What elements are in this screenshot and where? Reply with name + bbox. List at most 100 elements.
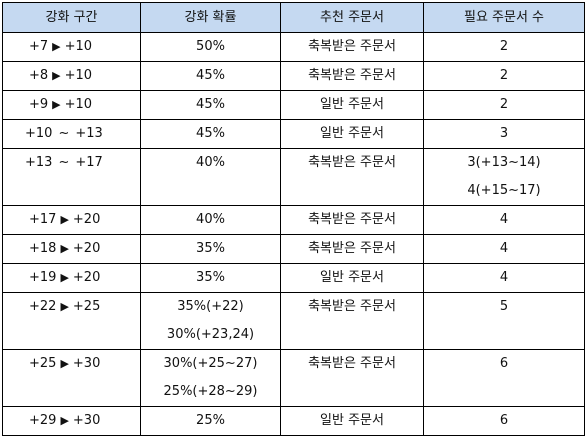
range-to: +17 xyxy=(75,155,103,170)
range-to: +20 xyxy=(72,212,101,227)
range-from: +7 xyxy=(29,39,49,54)
range-to: +10 xyxy=(64,68,93,83)
range-separator: ▶ xyxy=(52,40,61,53)
rate-cell: 45% xyxy=(140,119,281,149)
count-cell: 5 xyxy=(423,292,585,350)
rate-cell-line: 40% xyxy=(196,155,225,170)
rate-cell: 40% xyxy=(140,148,281,206)
range-from: +8 xyxy=(29,68,49,83)
table-row: +22 ▶ +25 35%(+22) 30%(+23,24) 축복받은 주문서 5 xyxy=(2,292,585,350)
count-cell: 6 xyxy=(423,406,585,436)
rate-cell: 50% xyxy=(140,32,281,62)
scroll-cell: 축복받은 주문서 xyxy=(280,32,424,62)
scroll-cell: 축복받은 주문서 xyxy=(280,61,424,91)
range-from: +29 xyxy=(29,413,57,428)
rate-cell: 35% xyxy=(140,263,281,293)
range-to: +20 xyxy=(72,241,101,256)
rate-cell-line: 35% xyxy=(196,270,225,285)
range-from: +9 xyxy=(29,97,49,112)
scroll-cell: 축복받은 주문서 xyxy=(280,292,424,350)
count-cell-line: 4 xyxy=(499,241,509,256)
rate-cell-line: 45% xyxy=(196,97,225,112)
header-count: 필요 주문서 수 xyxy=(423,2,585,33)
scroll-cell: 일반 주문서 xyxy=(280,119,424,149)
rate-cell-line: 35%(+22) xyxy=(177,299,244,314)
range-to: +25 xyxy=(72,299,101,314)
count-cell-line: 4(+15~17) xyxy=(467,183,541,198)
range-to: +20 xyxy=(72,270,101,285)
count-cell-line: 5 xyxy=(499,299,509,314)
count-cell-line: 4 xyxy=(499,270,509,285)
range-cell: +25 ▶ +30 xyxy=(2,349,141,407)
rate-cell: 30%(+25~27) 25%(+28~29) xyxy=(140,349,281,407)
rate-cell: 35%(+22) 30%(+23,24) xyxy=(140,292,281,350)
range-from: +22 xyxy=(29,299,57,314)
range-from: +10 xyxy=(25,126,53,141)
range-cell: +8 ▶ +10 xyxy=(2,61,141,91)
scroll-cell: 축복받은 주문서 xyxy=(280,234,424,264)
count-cell-line: 2 xyxy=(499,39,509,54)
count-cell-line: 6 xyxy=(499,356,509,371)
count-cell: 3 xyxy=(423,119,585,149)
count-cell-line: 3 xyxy=(499,126,509,141)
count-cell: 4 xyxy=(423,234,585,264)
rate-cell-line: 35% xyxy=(196,241,225,256)
count-cell: 4 xyxy=(423,263,585,293)
rate-cell: 45% xyxy=(140,61,281,91)
range-separator: ~ xyxy=(58,126,70,141)
range-cell: +22 ▶ +25 xyxy=(2,292,141,350)
count-cell-line: 2 xyxy=(499,97,509,112)
header-scroll: 추천 주문서 xyxy=(280,2,424,33)
scroll-cell: 축복받은 주문서 xyxy=(280,205,424,235)
rate-cell-line: 40% xyxy=(196,212,225,227)
count-cell-line: 6 xyxy=(499,413,509,428)
count-cell-line: 2 xyxy=(499,68,509,83)
scroll-cell: 일반 주문서 xyxy=(280,90,424,120)
range-cell: +18 ▶ +20 xyxy=(2,234,141,264)
range-to: +30 xyxy=(72,356,101,371)
range-separator: ~ xyxy=(58,155,70,170)
scroll-cell: 축복받은 주문서 xyxy=(280,148,424,206)
range-to: +13 xyxy=(75,126,103,141)
rate-cell-line: 45% xyxy=(196,126,225,141)
header-range: 강화 구간 xyxy=(2,2,141,33)
range-from: +19 xyxy=(29,270,57,285)
table-body: +7 ▶ +10 50% 축복받은 주문서 2 +8 ▶ +10 45% 축복받은 주문서 2 +9 ▶ +… xyxy=(2,32,585,436)
range-separator: ▶ xyxy=(60,300,69,313)
range-separator: ▶ xyxy=(52,98,61,111)
rate-cell-line: 50% xyxy=(196,39,225,54)
range-separator: ▶ xyxy=(60,271,69,284)
range-cell: +13 ~ +17 xyxy=(2,148,141,206)
count-cell: 3(+13~14) 4(+15~17) xyxy=(423,148,585,206)
range-from: +13 xyxy=(25,155,53,170)
range-separator: ▶ xyxy=(60,242,69,255)
range-separator: ▶ xyxy=(60,213,69,226)
rate-cell: 25% xyxy=(140,406,281,436)
range-to: +30 xyxy=(72,413,101,428)
range-cell: +19 ▶ +20 xyxy=(2,263,141,293)
table-row: +10 ~ +13 45% 일반 주문서 3 xyxy=(2,119,585,149)
count-cell: 2 xyxy=(423,61,585,91)
table-row: +9 ▶ +10 45% 일반 주문서 2 xyxy=(2,90,585,120)
count-cell: 2 xyxy=(423,32,585,62)
table-row: +18 ▶ +20 35% 축복받은 주문서 4 xyxy=(2,234,585,264)
rate-cell-line: 30%(+25~27) xyxy=(163,356,258,371)
table-row: +8 ▶ +10 45% 축복받은 주문서 2 xyxy=(2,61,585,91)
range-to: +10 xyxy=(64,97,93,112)
count-cell: 6 xyxy=(423,349,585,407)
scroll-cell: 축복받은 주문서 xyxy=(280,349,424,407)
range-separator: ▶ xyxy=(60,414,69,427)
range-cell: +10 ~ +13 xyxy=(2,119,141,149)
rate-cell-line: 25%(+28~29) xyxy=(163,384,258,399)
table-row: +17 ▶ +20 40% 축복받은 주문서 4 xyxy=(2,205,585,235)
header-row: 강화 구간 강화 확률 추천 주문서 필요 주문서 수 xyxy=(2,2,585,33)
range-from: +17 xyxy=(29,212,57,227)
range-from: +18 xyxy=(29,241,57,256)
rate-cell-line: 30%(+23,24) xyxy=(166,327,255,342)
range-cell: +29 ▶ +30 xyxy=(2,406,141,436)
count-cell: 2 xyxy=(423,90,585,120)
rate-cell-line: 25% xyxy=(196,413,225,428)
range-from: +25 xyxy=(29,356,57,371)
table-row: +19 ▶ +20 35% 일반 주문서 4 xyxy=(2,263,585,293)
